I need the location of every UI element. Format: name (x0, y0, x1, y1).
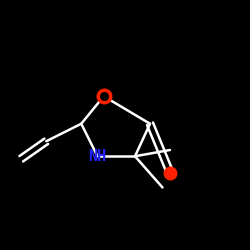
Text: NH: NH (88, 149, 106, 164)
